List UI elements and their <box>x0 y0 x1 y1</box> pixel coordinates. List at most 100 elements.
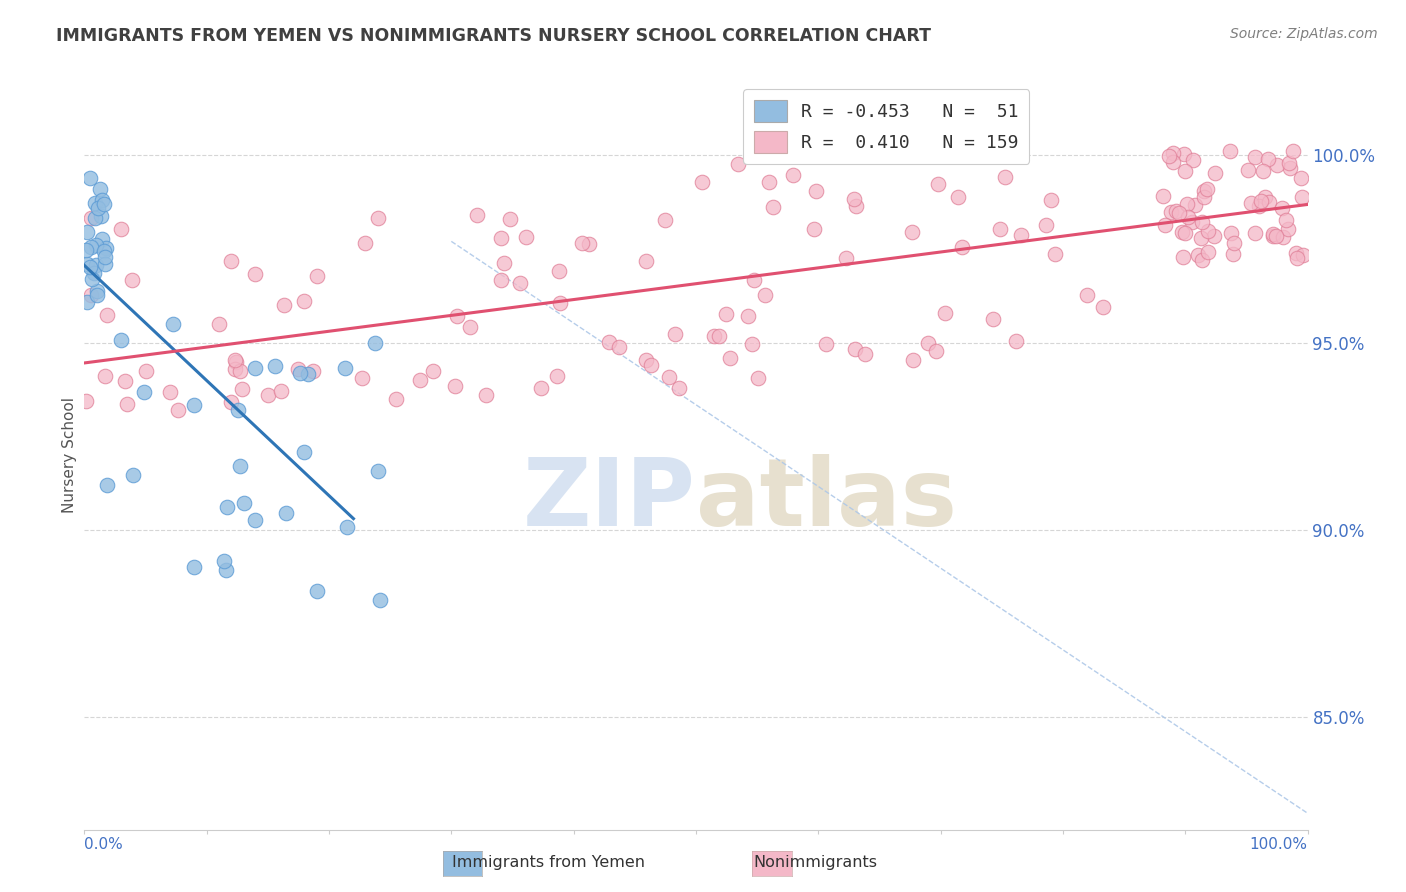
Point <box>256 388 278 402</box>
Point <box>1219 145 1241 159</box>
Point <box>94 257 117 271</box>
Point <box>1285 246 1308 260</box>
Point <box>950 240 973 254</box>
Point <box>1197 182 1219 196</box>
Point <box>489 230 512 244</box>
Point <box>96 478 118 492</box>
Point <box>75 393 97 408</box>
Text: Source: ZipAtlas.com: Source: ZipAtlas.com <box>1230 27 1378 41</box>
Point <box>1254 189 1277 203</box>
Point <box>835 251 858 265</box>
Point <box>288 366 311 380</box>
Point <box>690 175 713 189</box>
Point <box>1184 197 1206 211</box>
Point <box>917 336 939 351</box>
Point <box>94 250 117 264</box>
Point <box>114 374 136 388</box>
Point <box>352 371 374 385</box>
Point <box>458 320 481 334</box>
Point <box>1191 215 1213 229</box>
Point <box>654 212 676 227</box>
Text: Immigrants from Yemen: Immigrants from Yemen <box>451 855 645 870</box>
Point <box>93 244 115 258</box>
Point <box>1181 153 1204 168</box>
Point <box>335 360 357 375</box>
Point <box>263 359 285 374</box>
Point <box>80 240 103 254</box>
Point <box>132 384 155 399</box>
Point <box>993 169 1015 184</box>
Point <box>844 192 866 206</box>
Point <box>1220 226 1243 240</box>
Point <box>1181 215 1204 229</box>
Point <box>115 396 138 410</box>
Point <box>1289 171 1312 186</box>
Point <box>1250 194 1272 208</box>
Text: 100.0%: 100.0% <box>1250 837 1308 852</box>
Point <box>224 362 246 376</box>
Point <box>183 398 205 412</box>
Point <box>76 295 98 310</box>
Text: atlas: atlas <box>696 454 957 546</box>
Point <box>135 364 157 378</box>
Point <box>243 513 266 527</box>
Point <box>494 256 516 270</box>
Point <box>90 232 112 246</box>
Point <box>94 368 117 383</box>
Point <box>489 272 512 286</box>
Point <box>1264 229 1286 244</box>
Point <box>636 353 658 368</box>
Point <box>368 592 391 607</box>
Point <box>465 207 488 221</box>
Point <box>1161 145 1184 160</box>
Point <box>1171 225 1194 239</box>
Point <box>307 268 329 283</box>
Point <box>207 317 229 331</box>
Point <box>1251 163 1274 178</box>
Point <box>79 260 101 274</box>
Point <box>1291 189 1313 203</box>
Point <box>640 358 662 372</box>
Point <box>1040 193 1063 207</box>
Point <box>80 211 103 226</box>
Point <box>742 273 765 287</box>
Point <box>93 197 115 211</box>
Point <box>305 584 328 599</box>
Point <box>76 257 98 271</box>
Point <box>183 560 205 574</box>
Point <box>1265 158 1288 172</box>
Point <box>219 395 242 409</box>
Text: Nonimmigrants: Nonimmigrants <box>754 855 877 870</box>
Point <box>853 347 876 361</box>
Point <box>1189 231 1212 245</box>
Point <box>1010 227 1032 242</box>
Point <box>1177 196 1199 211</box>
Point <box>981 312 1004 326</box>
Point <box>1194 184 1216 198</box>
Point <box>162 317 184 331</box>
Point <box>443 379 465 393</box>
Point <box>110 333 132 347</box>
Point <box>499 212 522 227</box>
Legend: R = -0.453   N =  51, R =  0.410   N = 159: R = -0.453 N = 51, R = 0.410 N = 159 <box>744 89 1029 164</box>
Point <box>1223 235 1246 250</box>
Point <box>231 383 253 397</box>
Point <box>716 307 738 321</box>
Point <box>1159 149 1181 163</box>
Point <box>901 352 924 367</box>
Point <box>89 182 111 196</box>
Point <box>607 340 630 354</box>
Point <box>84 211 107 225</box>
Point <box>1222 247 1244 261</box>
Point <box>1092 301 1115 315</box>
Point <box>1174 164 1197 178</box>
Point <box>546 368 568 383</box>
Point <box>233 495 256 509</box>
Text: IMMIGRANTS FROM YEMEN VS NONIMMIGRANTS NURSERY SCHOOL CORRELATION CHART: IMMIGRANTS FROM YEMEN VS NONIMMIGRANTS N… <box>56 27 931 45</box>
Point <box>1204 166 1226 180</box>
Point <box>1282 145 1305 159</box>
Point <box>946 189 969 203</box>
Point <box>159 384 181 399</box>
Point <box>1261 229 1284 244</box>
Point <box>548 295 571 310</box>
